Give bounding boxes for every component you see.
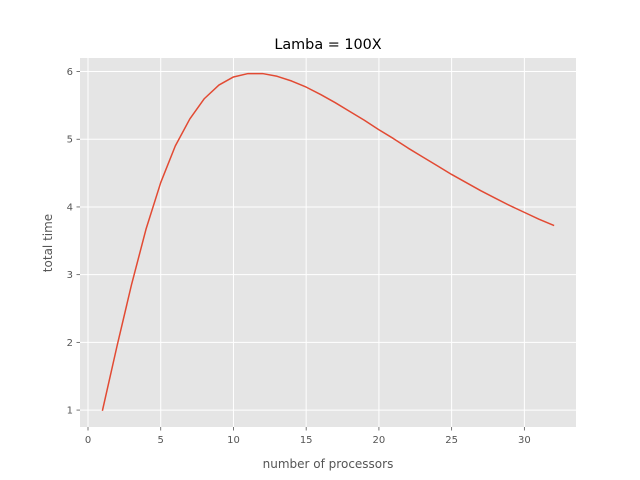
y-tick-label: 2 bbox=[67, 338, 73, 349]
y-tick-label: 1 bbox=[67, 406, 73, 417]
y-tick-label: 5 bbox=[67, 135, 73, 146]
y-axis-label: total time bbox=[41, 214, 55, 272]
x-tick-label: 30 bbox=[518, 435, 531, 446]
y-tick-label: 6 bbox=[67, 67, 73, 78]
plot-area bbox=[80, 58, 576, 427]
axis-ticks: 0 5 10 15 20 25 30 1 2 3 4 5 6 bbox=[67, 67, 531, 446]
x-tick-label: 25 bbox=[445, 435, 458, 446]
chart-title: Lamba = 100X bbox=[274, 37, 381, 53]
x-tick-label: 20 bbox=[373, 435, 386, 446]
series-layer bbox=[101, 72, 555, 411]
y-tick-label: 3 bbox=[67, 270, 73, 281]
x-tick-label: 5 bbox=[158, 435, 164, 446]
series-line-0 bbox=[101, 72, 555, 411]
x-tick-label: 0 bbox=[85, 435, 91, 446]
x-axis-label: number of processors bbox=[263, 457, 394, 471]
y-tick-label: 4 bbox=[67, 202, 73, 213]
x-tick-label: 15 bbox=[300, 435, 313, 446]
grid-lines bbox=[80, 58, 576, 427]
x-tick-label: 10 bbox=[227, 435, 240, 446]
